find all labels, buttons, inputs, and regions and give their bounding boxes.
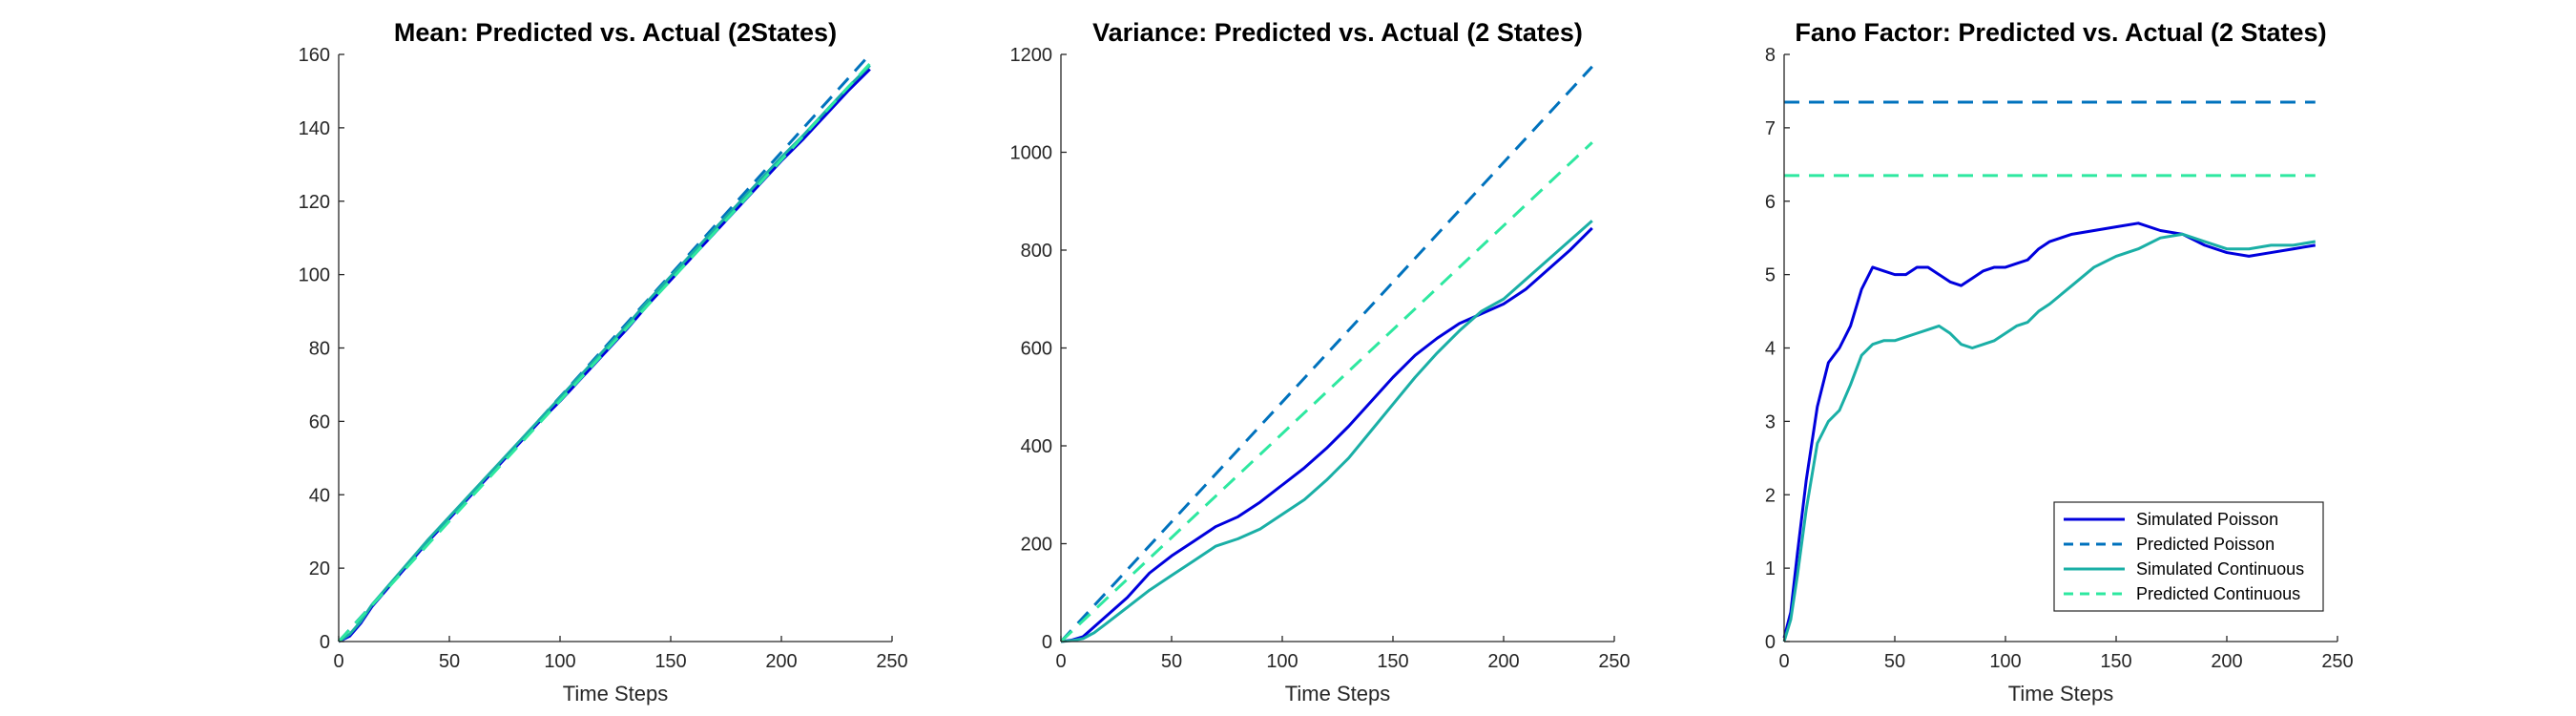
plot-area-1 <box>339 54 892 642</box>
y-tick-label: 60 <box>309 411 330 432</box>
series-line-2-3 <box>1060 220 1593 643</box>
legend: Simulated Poisson Predicted Poisson Simula… <box>2053 501 2324 612</box>
x-axis-label-1: Time Steps <box>563 682 668 705</box>
series-line-2-2 <box>1059 65 1593 643</box>
chart-panel-2: 0 50 100 150 200 250 0 200 400 600 800 1000 1200 Vari… <box>1010 18 1631 705</box>
y-tick-label: 1200 <box>1010 45 1053 66</box>
series-line-2-4 <box>1059 141 1593 643</box>
y-tick-label: 7 <box>1765 118 1776 139</box>
y-tick-label: 20 <box>309 558 330 579</box>
y-tick-label: 3 <box>1765 411 1776 432</box>
y-tick-label: 40 <box>309 485 330 506</box>
y-tick-label: 5 <box>1765 265 1776 286</box>
y-tick-label: 1000 <box>1010 143 1053 164</box>
y-tick-label: 200 <box>1021 535 1052 556</box>
x-tick-label: 250 <box>876 651 907 672</box>
legend-entry: Predicted Continuous <box>2136 584 2300 603</box>
series-line-1-4 <box>337 62 871 643</box>
x-tick-label: 50 <box>1884 651 1905 672</box>
plot-area-2 <box>1061 54 1614 642</box>
y-tick-label: 400 <box>1021 436 1052 457</box>
x-tick-label: 100 <box>1989 651 2021 672</box>
chart-title-2: Variance: Predicted vs. Actual (2 States… <box>1092 18 1583 47</box>
series-line-2-1 <box>1060 226 1593 643</box>
x-tick-label: 150 <box>654 651 686 672</box>
x-axis-label-3: Time Steps <box>2008 682 2113 705</box>
chart-title-3: Fano Factor: Predicted vs. Actual (2 Sta… <box>1795 18 2326 47</box>
x-tick-label: 100 <box>544 651 575 672</box>
x-tick-label: 150 <box>2100 651 2131 672</box>
x-tick-label: 50 <box>439 651 460 672</box>
x-tick-label: 150 <box>1377 651 1408 672</box>
x-tick-label: 200 <box>765 651 797 672</box>
y-tick-label: 120 <box>299 192 330 213</box>
y-tick-label: 1 <box>1765 558 1776 579</box>
x-axis-label-2: Time Steps <box>1285 682 1390 705</box>
x-tick-label: 250 <box>1598 651 1630 672</box>
y-tick-label: 600 <box>1021 339 1052 360</box>
legend-entry: Predicted Poisson <box>2136 535 2275 554</box>
y-tick-label: 8 <box>1765 45 1776 66</box>
chart-panel-3: 0 50 100 150 200 250 0 1 2 3 4 5 6 7 8 Fano Factor: Pre… <box>1765 18 2354 705</box>
legend-entry: Simulated Continuous <box>2136 559 2304 579</box>
x-tick-label: 0 <box>1055 651 1066 672</box>
series-line-3-3 <box>1782 232 2316 642</box>
y-tick-label: 6 <box>1765 192 1776 213</box>
y-tick-label: 0 <box>320 632 330 653</box>
x-tick-label: 50 <box>1161 651 1182 672</box>
y-tick-label: 2 <box>1765 485 1776 506</box>
y-tick-label: 100 <box>299 265 330 286</box>
chart-panel-1: 0 50 100 150 200 250 0 20 40 60 80 100 120 140 160 Mean… <box>299 18 908 705</box>
y-tick-label: 0 <box>1765 632 1776 653</box>
x-tick-label: 200 <box>2211 651 2242 672</box>
y-tick-label: 0 <box>1042 632 1052 653</box>
x-tick-label: 250 <box>2321 651 2353 672</box>
y-tick-label: 80 <box>309 339 330 360</box>
x-tick-label: 0 <box>333 651 343 672</box>
y-tick-label: 4 <box>1765 339 1776 360</box>
x-tick-label: 100 <box>1266 651 1298 672</box>
y-tick-label: 160 <box>299 45 330 66</box>
x-tick-label: 0 <box>1778 651 1789 672</box>
x-tick-label: 200 <box>1487 651 1519 672</box>
legend-entry: Simulated Poisson <box>2136 510 2278 529</box>
chart-title-1: Mean: Predicted vs. Actual (2States) <box>394 18 837 47</box>
y-tick-label: 140 <box>299 118 330 139</box>
y-tick-label: 800 <box>1021 241 1052 262</box>
